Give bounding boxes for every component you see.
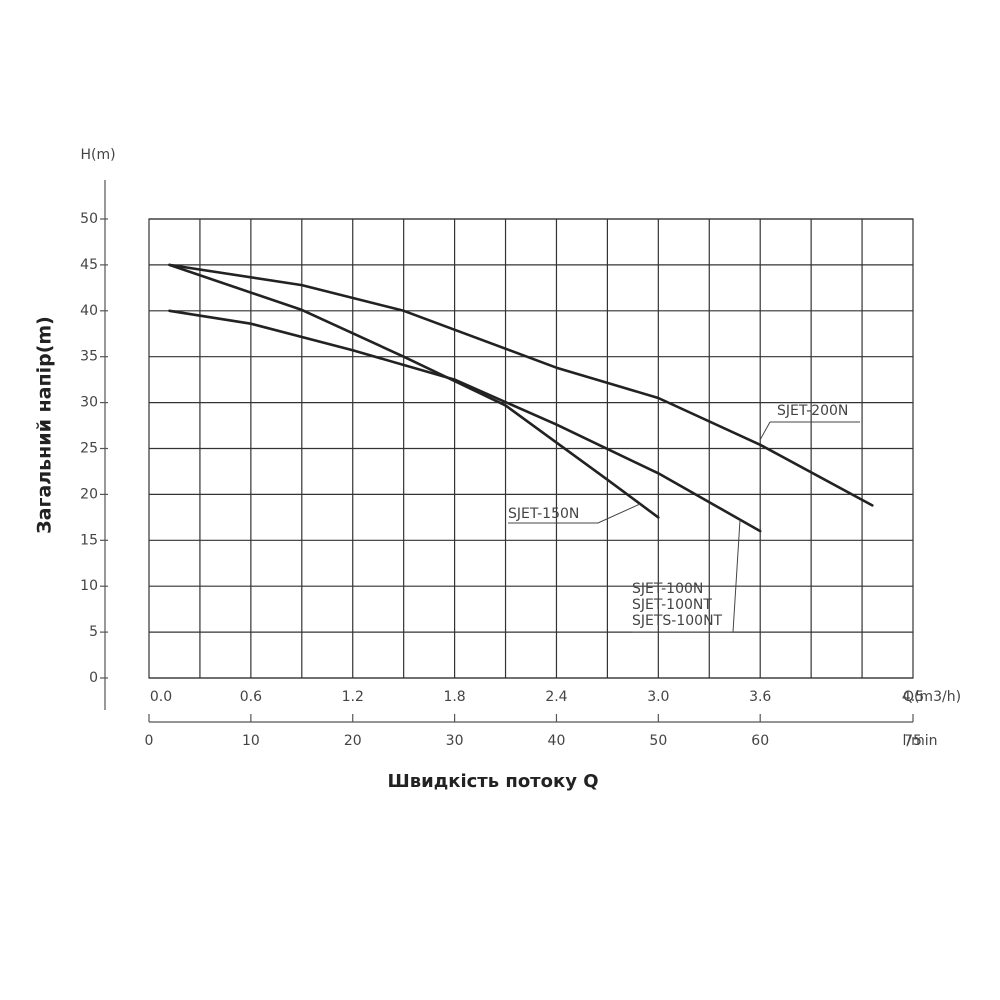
series-label: SJET-150N (508, 506, 579, 522)
x-tick-label: 20 (344, 733, 362, 749)
x2-tick-label: 1.8 (443, 689, 465, 705)
x2-tick-label: 0.0 (150, 689, 172, 705)
y-tick-label: 10 (80, 578, 98, 594)
label-leader (508, 503, 641, 524)
x-unit-label: l/min (902, 733, 937, 749)
x2-tick-label: 4.5 (902, 689, 924, 705)
y-tick-label: 25 (80, 441, 98, 457)
curve (168, 309, 762, 533)
x-tick-label: 40 (548, 733, 566, 749)
x2-unit-label: Q(m3/h) (903, 689, 961, 705)
x-tick-label: 60 (751, 733, 769, 749)
y-tick-label: 0 (89, 670, 98, 686)
y-tick-label: 40 (80, 303, 98, 319)
label-leader (759, 421, 860, 441)
series-label: SJET-200N (777, 403, 848, 419)
x2-tick-label: 3.6 (749, 689, 771, 705)
y-tick-label: 35 (80, 349, 98, 365)
x-axis-title: Швидкість потоку Q (387, 771, 598, 792)
y-tick-label: 30 (80, 395, 98, 411)
series-label: SJET-100N (632, 581, 703, 597)
y-axis-title: Загальний напір(m) (34, 316, 56, 534)
y-tick-label: 15 (80, 532, 98, 548)
x2-tick-label: 0.6 (240, 689, 262, 705)
y-tick-label: 45 (80, 257, 98, 273)
x-tick-label: 0 (145, 733, 154, 749)
x-tick-label: 50 (649, 733, 667, 749)
x-tick-label: 75 (904, 733, 922, 749)
y-unit-label: H(m) (80, 147, 115, 163)
y-tick-label: 50 (80, 211, 98, 227)
series-label: SJET-100NT (632, 597, 712, 613)
curve (168, 263, 660, 519)
x-tick-label: 30 (446, 733, 464, 749)
x2-tick-label: 2.4 (545, 689, 567, 705)
x-tick-label: 10 (242, 733, 260, 749)
y-tick-label: 20 (80, 486, 98, 502)
x2-tick-label: 1.2 (342, 689, 364, 705)
x2-tick-label: 3.0 (647, 689, 669, 705)
y-tick-label: 5 (89, 624, 98, 640)
curve (168, 263, 874, 507)
series-label: SJETS-100NT (632, 613, 723, 629)
label-leader (632, 519, 741, 633)
